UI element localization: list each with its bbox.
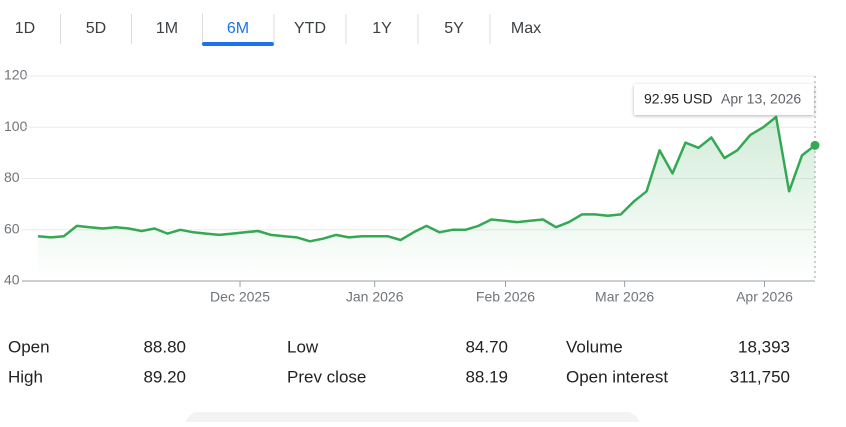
range-tab[interactable]: 1M [156, 20, 178, 37]
stat-value: 88.80 [143, 337, 186, 356]
range-tab[interactable]: YTD [294, 20, 326, 37]
tooltip-date: Apr 13, 2026 [721, 91, 801, 107]
range-tab[interactable]: 5Y [444, 20, 464, 37]
area-fill [38, 117, 815, 281]
y-tick-label: 60 [4, 220, 20, 236]
x-tick-label: Mar 2026 [595, 289, 654, 305]
bottom-bar [185, 412, 640, 427]
y-tick-label: 100 [4, 118, 28, 134]
range-tab[interactable]: Max [511, 20, 541, 37]
x-tick-label: Dec 2025 [210, 289, 270, 305]
stat-value: 311,750 [730, 367, 790, 386]
stat-label: Open [8, 337, 50, 356]
range-tab[interactable]: 5D [86, 20, 106, 37]
stat-value: 18,393 [738, 337, 790, 356]
y-tick-label: 80 [4, 169, 20, 185]
x-tick-label: Apr 2026 [736, 289, 793, 305]
y-tick-label: 120 [4, 67, 28, 83]
stat-value: 84.70 [465, 337, 508, 356]
tooltip-value: 92.95 USD [644, 91, 712, 107]
range-tab[interactable]: 1Y [372, 20, 392, 37]
tab-underline [202, 42, 274, 46]
x-tick-label: Jan 2026 [346, 289, 404, 305]
stat-value: 88.19 [465, 367, 508, 386]
x-tick-label: Feb 2026 [476, 289, 535, 305]
range-tab[interactable]: 6M [227, 20, 249, 37]
range-tab[interactable]: 1D [15, 20, 35, 37]
stat-label: Prev close [287, 367, 366, 386]
stat-label: Low [287, 337, 319, 356]
stat-value: 89.20 [143, 367, 186, 386]
stat-label: Open interest [566, 367, 668, 386]
stat-label: High [8, 367, 43, 386]
price-line [37, 115, 816, 243]
stat-label: Volume [566, 337, 623, 356]
hover-dot [810, 140, 820, 150]
tooltip-box [634, 84, 814, 115]
y-tick-label: 40 [4, 272, 20, 288]
